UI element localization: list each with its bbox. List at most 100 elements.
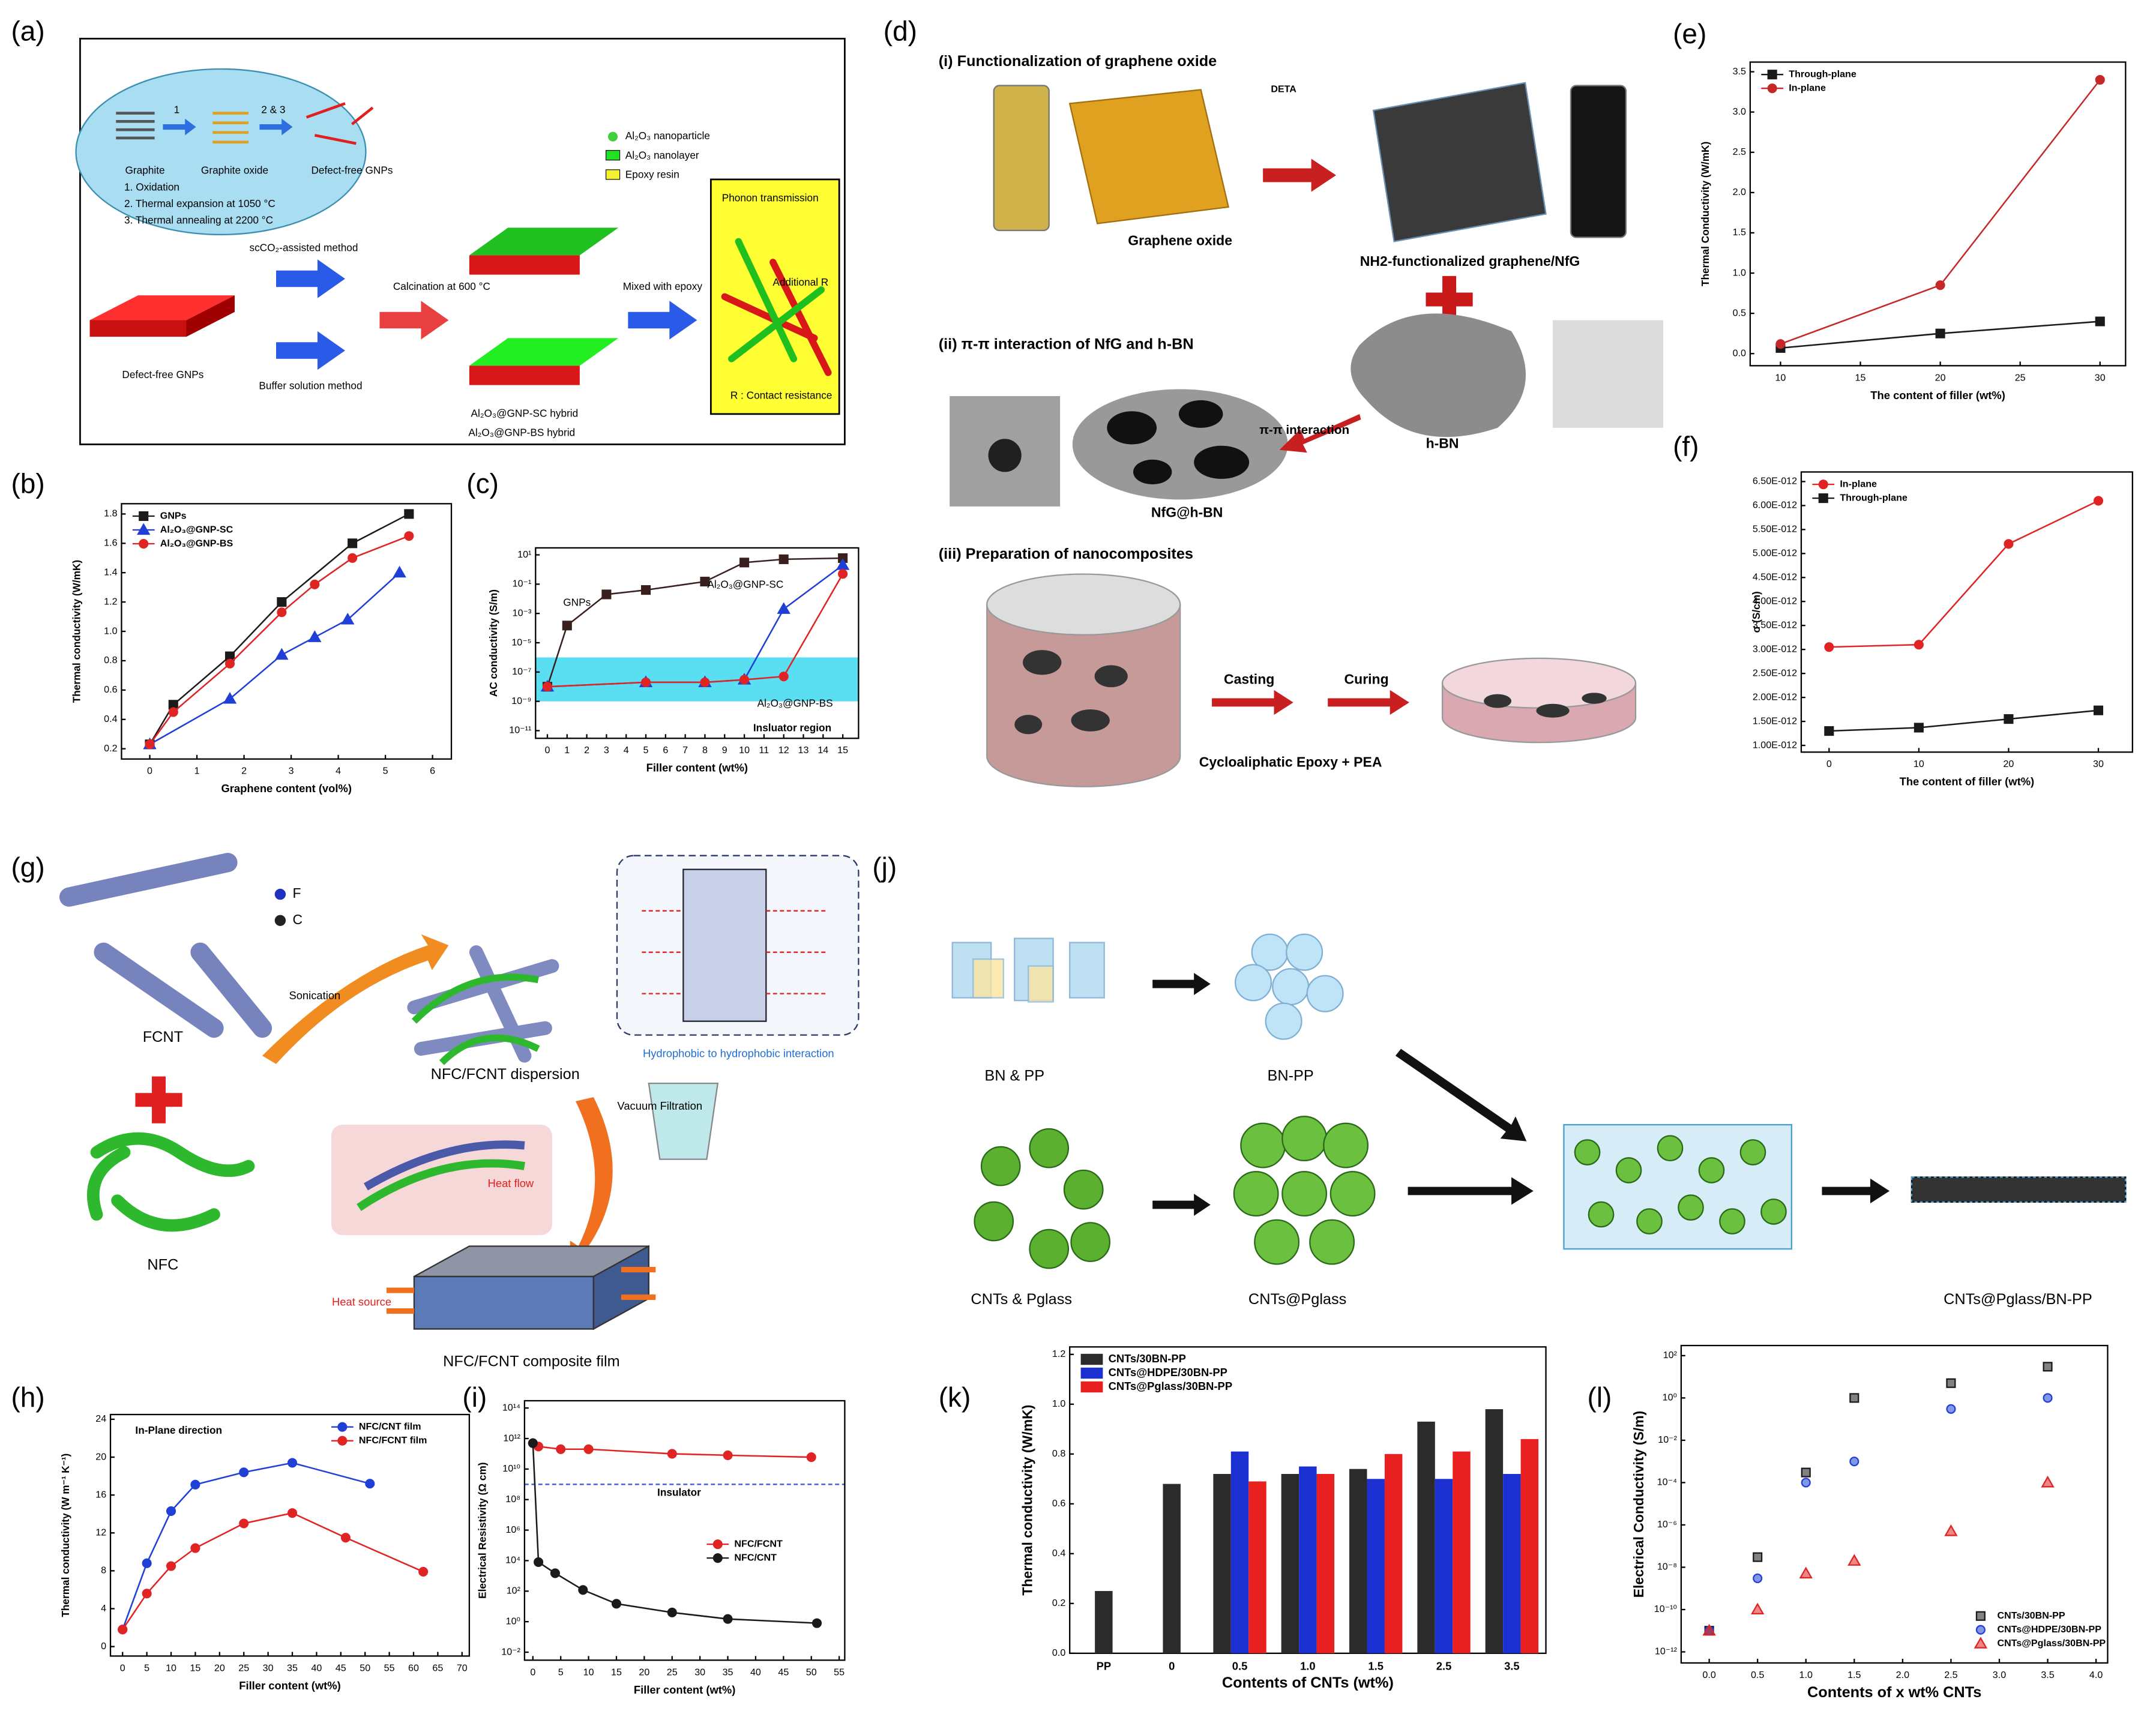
x-tick-label: 2.0 <box>1896 1670 1909 1680</box>
legend-marker <box>712 1553 723 1563</box>
diagram-label: Buffer solution method <box>259 379 362 391</box>
panel-j-art <box>951 933 2127 1269</box>
panel-d-art <box>950 82 1663 787</box>
y-tick-label: 2.50E-012 <box>1753 667 1797 678</box>
data-point <box>601 589 612 600</box>
series-line <box>122 1512 424 1630</box>
bar <box>1163 1484 1181 1653</box>
data-point <box>310 579 320 589</box>
diagram-label: Defect-free GNPs <box>122 368 203 380</box>
diagram-label: Sonication <box>289 989 340 1002</box>
x-tick-label: 14 <box>818 745 828 756</box>
y-tick-label: 6.50E-012 <box>1753 476 1797 487</box>
y-tick-label: 3.5 <box>1733 66 1746 77</box>
legend-marker <box>1818 480 1828 490</box>
data-point <box>1824 726 1834 736</box>
data-point <box>739 558 750 568</box>
x-tick-label: 5 <box>144 1662 149 1673</box>
data-point <box>308 630 322 642</box>
series-line <box>532 1443 818 1624</box>
data-point <box>2093 496 2104 506</box>
panel-label: (c) <box>466 468 499 499</box>
x-tick-label: 1.0 <box>1300 1660 1316 1673</box>
series-line <box>122 1462 370 1630</box>
x-tick-label: 55 <box>834 1667 845 1677</box>
diagram-label: 1. Oxidation <box>124 181 179 193</box>
y-tick-label: 10¹⁴ <box>502 1402 520 1413</box>
diagram-label: h-BN <box>1426 436 1459 451</box>
data-point <box>778 672 789 682</box>
x-axis-label: Filler content (wt%) <box>634 1683 735 1696</box>
data-point <box>1801 1478 1811 1488</box>
y-tick-label: 10¹ <box>517 549 531 560</box>
panel-label: (k) <box>939 1382 971 1413</box>
bar <box>1417 1421 1435 1653</box>
bar <box>1503 1473 1521 1653</box>
panel-g-art <box>59 853 860 1331</box>
x-axis-label: Contents of x wt% CNTs <box>1807 1684 1981 1701</box>
data-point <box>528 1438 538 1448</box>
diagram-label: R : Contact resistance <box>730 389 833 401</box>
data-point <box>700 577 710 587</box>
data-point <box>640 585 651 595</box>
x-tick-label: 4 <box>336 766 341 777</box>
y-tick-label: 10⁻¹¹ <box>509 725 531 736</box>
y-tick-label: 0.0 <box>1052 1647 1065 1658</box>
data-point <box>287 1458 298 1468</box>
panel-label: (f) <box>1673 430 1699 462</box>
x-tick-label: 0 <box>544 745 550 756</box>
x-tick-label: 2.5 <box>1436 1660 1452 1673</box>
data-point <box>275 648 289 660</box>
plot-frame <box>523 1400 846 1661</box>
y-tick-label: 1.50E-012 <box>1753 715 1797 726</box>
data-point <box>1824 642 1834 652</box>
diagram-label: F <box>293 885 301 901</box>
x-tick-label: 55 <box>384 1662 395 1673</box>
x-tick-label: 1.5 <box>1368 1660 1384 1673</box>
diagram-label: DETA <box>1271 84 1296 95</box>
data-point <box>166 1506 176 1517</box>
legend-label: In-plane <box>1789 82 1826 93</box>
y-tick-label: 1.6 <box>104 538 117 549</box>
data-point <box>118 1625 128 1635</box>
data-point <box>404 531 414 541</box>
data-point <box>723 1614 733 1624</box>
x-tick-label: 1.0 <box>1799 1670 1813 1680</box>
x-tick-label: 11 <box>759 745 769 756</box>
y-tick-label: 1.0 <box>1733 267 1746 278</box>
y-tick-label: 0.8 <box>104 655 117 666</box>
x-tick-label: 3.5 <box>1504 1660 1520 1673</box>
data-point <box>348 553 358 563</box>
y-tick-label: 10⁻⁷ <box>512 666 531 677</box>
data-point <box>341 612 355 625</box>
x-tick-label: 40 <box>750 1667 761 1677</box>
x-tick-label: 0.0 <box>1702 1670 1715 1680</box>
x-tick-label: 60 <box>408 1662 419 1673</box>
plot-frame <box>535 547 860 739</box>
data-point <box>348 538 358 549</box>
legend-swatch <box>1080 1381 1103 1393</box>
bar <box>1299 1466 1317 1653</box>
diagram-label: CNTs@Pglass/BN-PP <box>1944 1291 2092 1308</box>
diagram-label: CNTs@Pglass <box>1248 1291 1346 1308</box>
x-tick-label: 35 <box>287 1662 298 1673</box>
bar <box>1248 1481 1266 1653</box>
diagram-label: 1 <box>174 104 180 116</box>
data-point <box>190 1543 200 1553</box>
series-line <box>149 572 400 745</box>
x-tick-label: 0 <box>530 1667 535 1677</box>
legend-marker <box>337 1422 348 1432</box>
y-tick-label: 3.0 <box>1733 106 1746 117</box>
data-point <box>2004 539 2014 549</box>
y-tick-label: 2.00E-012 <box>1753 691 1797 702</box>
data-point <box>2093 705 2104 715</box>
diagram-label: Graphene oxide <box>1128 232 1232 248</box>
data-point <box>1847 1554 1861 1566</box>
x-tick-label: 2 <box>241 766 247 777</box>
x-tick-label: 15 <box>837 745 848 756</box>
y-tick-label: 12 <box>95 1527 106 1538</box>
bar <box>1349 1469 1367 1653</box>
y-tick-label: 4.50E-012 <box>1753 572 1797 583</box>
y-axis-label: Thermal conductivity (W m⁻¹ K⁻¹) <box>59 1454 71 1617</box>
